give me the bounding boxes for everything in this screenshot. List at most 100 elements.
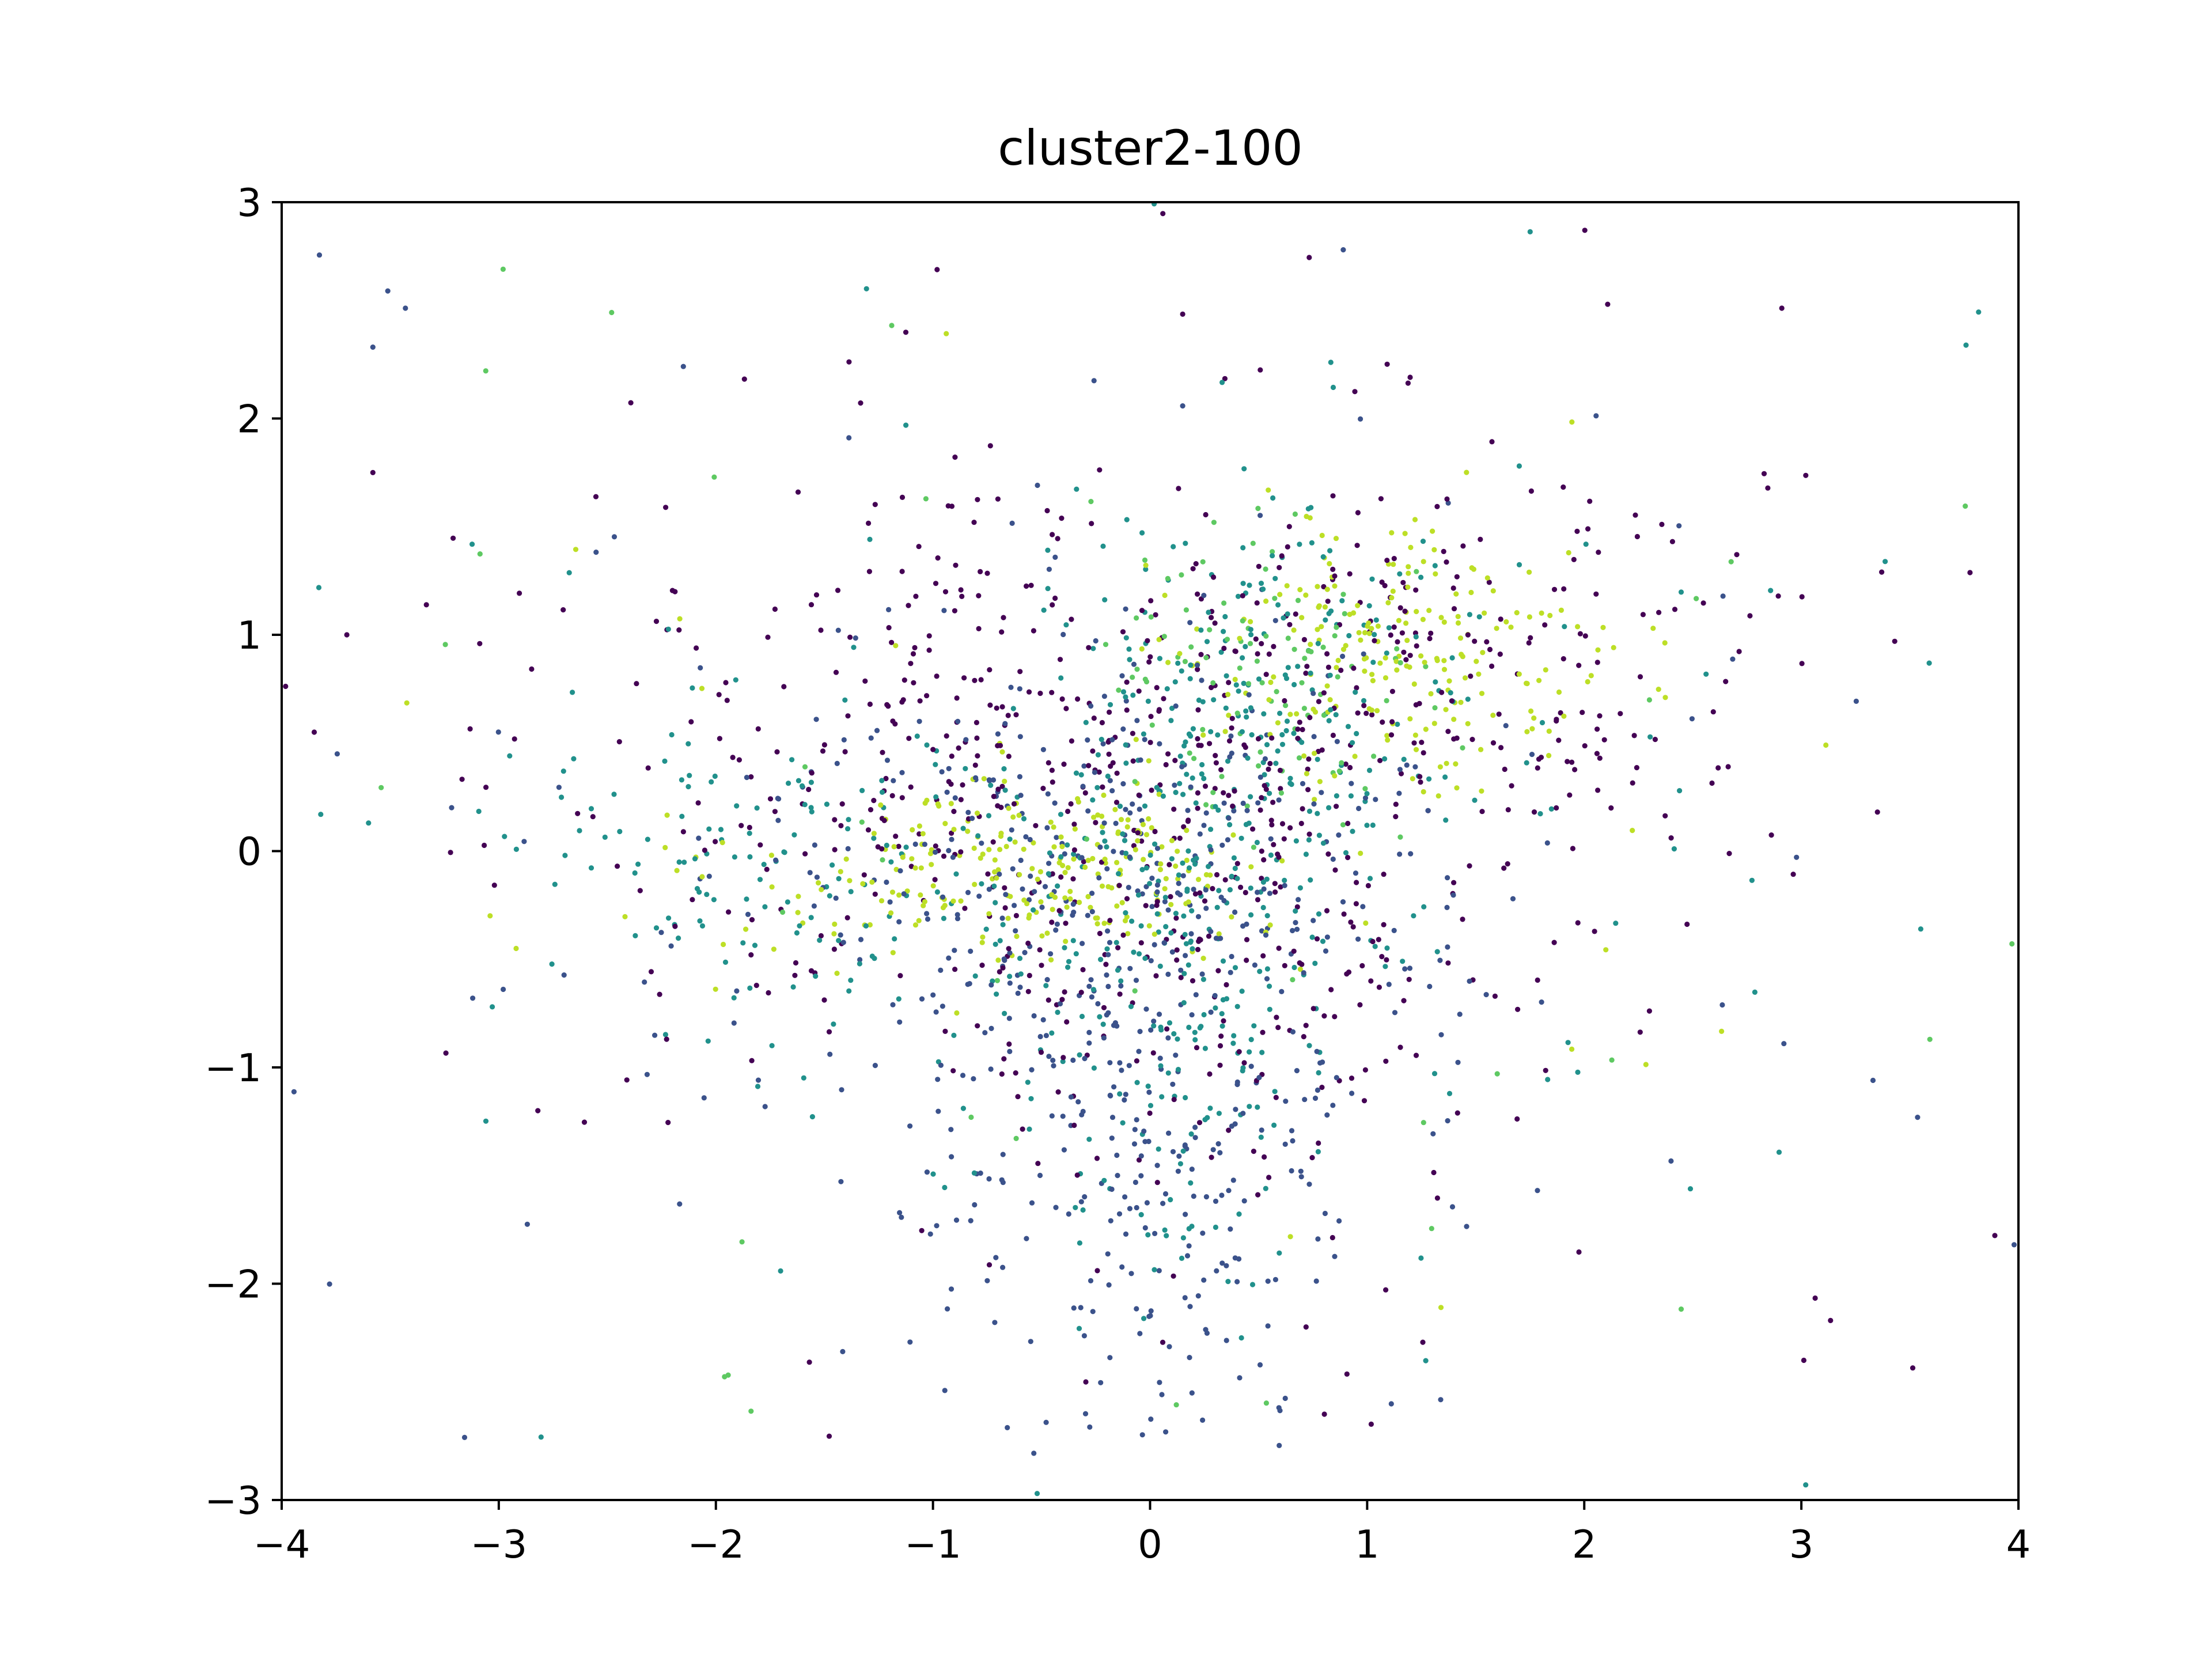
scatter-point (1302, 656, 1308, 661)
scatter-point (1017, 872, 1022, 877)
scatter-point (748, 774, 754, 780)
scatter-point (1332, 1253, 1338, 1259)
scatter-point (1063, 622, 1069, 628)
scatter-point (1438, 1305, 1444, 1310)
scatter-point (1295, 726, 1301, 732)
scatter-point (883, 775, 889, 782)
scatter-point (1008, 684, 1014, 690)
scatter-point (738, 823, 744, 828)
scatter-point (1575, 1069, 1581, 1075)
scatter-point (1287, 825, 1293, 831)
scatter-point (897, 868, 903, 874)
scatter-point (1257, 513, 1263, 518)
scatter-point (1254, 658, 1260, 664)
scatter-point (653, 925, 660, 931)
scatter-point (1219, 1023, 1225, 1029)
scatter-point (1303, 671, 1309, 676)
scatter-point (1001, 1056, 1007, 1062)
scatter-point (1184, 857, 1190, 863)
scatter-point (1455, 620, 1461, 626)
scatter-point (669, 588, 675, 593)
x-tick-label: −2 (687, 1522, 744, 1567)
scatter-point (972, 881, 978, 887)
scatter-point (1188, 1180, 1194, 1186)
scatter-point (1261, 857, 1267, 863)
scatter-point (1208, 827, 1214, 832)
scatter-point (1334, 804, 1339, 809)
scatter-point (1326, 611, 1332, 616)
scatter-point (1413, 1052, 1419, 1058)
scatter-point (1027, 912, 1032, 918)
scatter-point (967, 981, 972, 987)
scatter-point (1065, 842, 1070, 848)
scatter-point (1684, 921, 1690, 927)
scatter-point (851, 645, 857, 650)
scatter-point (1162, 895, 1168, 900)
scatter-point (794, 930, 800, 936)
scatter-point (467, 726, 473, 732)
scatter-point (1063, 706, 1069, 711)
scatter-point (1154, 911, 1160, 917)
scatter-point (950, 1068, 956, 1074)
scatter-point (1426, 608, 1432, 613)
scatter-point (1230, 1040, 1236, 1046)
scatter-point (1356, 630, 1362, 635)
scatter-point (1136, 951, 1142, 957)
scatter-point (1149, 722, 1155, 728)
scatter-point (1123, 1231, 1129, 1237)
scatter-point (1078, 772, 1084, 778)
scatter-point (1373, 617, 1379, 623)
scatter-point (1531, 715, 1537, 721)
scatter-point (1489, 663, 1495, 669)
scatter-point (866, 520, 872, 527)
scatter-point (1305, 648, 1311, 654)
scatter-point (674, 868, 680, 873)
scatter-point (1445, 875, 1450, 881)
scatter-point (832, 847, 838, 853)
scatter-point (955, 912, 960, 918)
scatter-point (896, 892, 902, 898)
scatter-point (593, 494, 599, 499)
scatter-point (830, 862, 835, 868)
scatter-point (662, 1032, 668, 1037)
scatter-point (1234, 1279, 1240, 1285)
scatter-point (1029, 1067, 1035, 1073)
scatter-point (1279, 821, 1286, 827)
scatter-point (1088, 1278, 1094, 1283)
scatter-point (1260, 953, 1266, 959)
scatter-point (1423, 726, 1429, 732)
scatter-point (1116, 687, 1122, 693)
scatter-point (1064, 904, 1070, 910)
scatter-point (1565, 759, 1570, 764)
scatter-point (786, 781, 791, 786)
scatter-point (1134, 1205, 1139, 1211)
scatter-point (1105, 928, 1111, 934)
scatter-point (1128, 1271, 1134, 1277)
scatter-point (477, 551, 483, 557)
scatter-point (1240, 545, 1246, 551)
scatter-point (1275, 748, 1281, 754)
scatter-point (1554, 718, 1559, 724)
scatter-point (1095, 752, 1101, 757)
scatter-point (1077, 899, 1082, 906)
scatter-point (1001, 766, 1007, 772)
scatter-point (842, 697, 848, 703)
scatter-point (1236, 1049, 1242, 1055)
scatter-point (1312, 709, 1319, 715)
scatter-point (1650, 626, 1656, 631)
scatter-point (896, 919, 902, 925)
scatter-point (1102, 857, 1108, 862)
scatter-point (1214, 904, 1220, 910)
scatter-point (1494, 1071, 1500, 1077)
scatter-point (908, 661, 914, 666)
scatter-point (1091, 815, 1097, 820)
scatter-point (1371, 753, 1377, 759)
scatter-point (1071, 1122, 1077, 1128)
scatter-point (1204, 639, 1210, 645)
scatter-point (1006, 1016, 1012, 1021)
scatter-point (1179, 1255, 1185, 1261)
scatter-point (1306, 831, 1312, 837)
scatter-point (1107, 702, 1113, 707)
scatter-point (1402, 531, 1408, 536)
x-tick-label: 1 (1355, 1522, 1380, 1567)
